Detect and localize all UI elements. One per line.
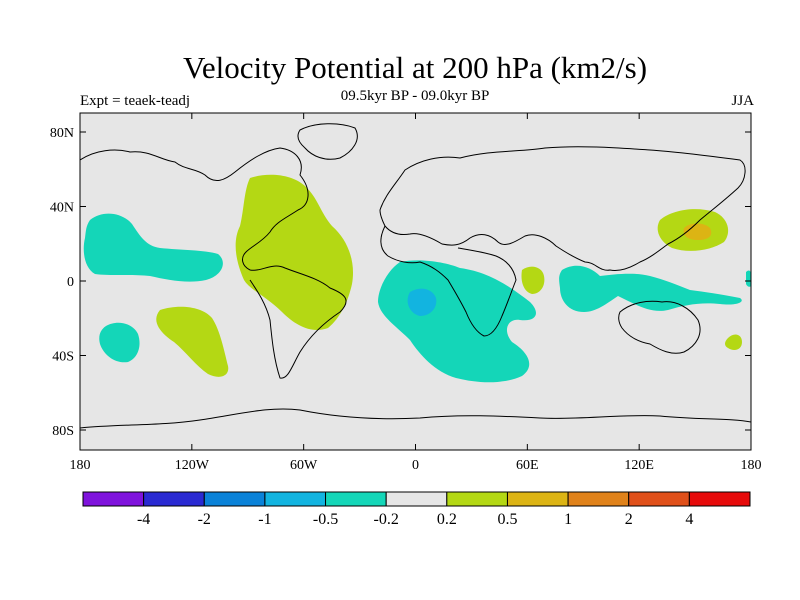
colorbar-label: -1 [258, 511, 271, 528]
strong-positive-core [683, 223, 712, 240]
colorbar-swatch [385, 491, 448, 507]
latitude-axis: 80N 40N 0 40S 80S [50, 126, 751, 439]
coastline-south-america [249, 265, 347, 379]
longitude-axis: 180 120W 60W 0 60E 120E 180 [70, 113, 762, 473]
lon-label: 60E [516, 458, 539, 473]
positive-anomaly-southwest-pacific [725, 334, 742, 350]
colorbar-label: 4 [685, 511, 693, 528]
coastline-eurasia-africa [379, 146, 746, 271]
coastline-north-america [80, 147, 309, 271]
coastlines [80, 123, 751, 429]
lat-label: 40S [52, 350, 74, 365]
colorbar-label: 1 [564, 511, 572, 528]
colorbar [82, 491, 751, 507]
colorbar-label: -0.2 [374, 511, 399, 528]
colorbar-swatch [688, 491, 751, 507]
negative-anomaly-south-pacific [99, 322, 140, 363]
colorbar-label: 2 [625, 511, 633, 528]
positive-anomaly-americas [235, 174, 354, 331]
negative-anomaly-east-edge [746, 270, 751, 287]
negative-anomaly-east-pacific [83, 213, 223, 282]
colorbar-swatch [143, 491, 205, 507]
experiment-label: Expt = teaek-teadj [80, 93, 191, 109]
lat-label: 80S [52, 424, 74, 439]
colorbar-label: -0.5 [313, 511, 338, 528]
lat-label: 40N [50, 201, 74, 216]
lon-label: 180 [70, 458, 91, 473]
lat-label: 0 [67, 275, 74, 290]
colorbar-labels: -4 -2 -1 -0.5 -0.2 0.2 0.5 1 2 4 [137, 511, 693, 528]
lon-label: 120W [175, 458, 210, 473]
lon-label: 180 [741, 458, 762, 473]
contour-fill-layer [83, 174, 751, 383]
colorbar-swatch [446, 491, 508, 507]
positive-anomaly-arabia [521, 266, 545, 294]
coastline-antarctica [80, 408, 751, 429]
colorbar-label: 0.5 [497, 511, 517, 528]
coastline-australia [618, 300, 701, 354]
season-label: JJA [731, 93, 754, 109]
colorbar-label: -2 [198, 511, 211, 528]
lon-label: 60W [290, 458, 318, 473]
negative-anomaly-indian-ocean [559, 265, 742, 312]
colorbar-swatch [264, 491, 327, 507]
lon-label: 0 [412, 458, 419, 473]
colorbar-swatch [628, 491, 690, 507]
colorbar-swatch [506, 491, 569, 507]
colorbar-label: 0.2 [437, 511, 457, 528]
colorbar-label: -4 [137, 511, 150, 528]
colorbar-swatch [203, 491, 266, 507]
coastline-greenland [297, 123, 358, 160]
plot-subtitle: 09.5kyr BP - 09.0kyr BP [340, 88, 490, 104]
strong-negative-core [407, 288, 437, 316]
colorbar-swatch [325, 491, 387, 507]
positive-anomaly-south-pacific [156, 306, 229, 377]
colorbar-swatch [82, 491, 145, 507]
lon-label: 120E [624, 458, 654, 473]
coastline-africa-south [380, 225, 517, 337]
plot-title: Velocity Potential at 200 hPa (km2/s) [182, 50, 648, 85]
colorbar-swatch [567, 491, 630, 507]
lat-label: 80N [50, 126, 74, 141]
